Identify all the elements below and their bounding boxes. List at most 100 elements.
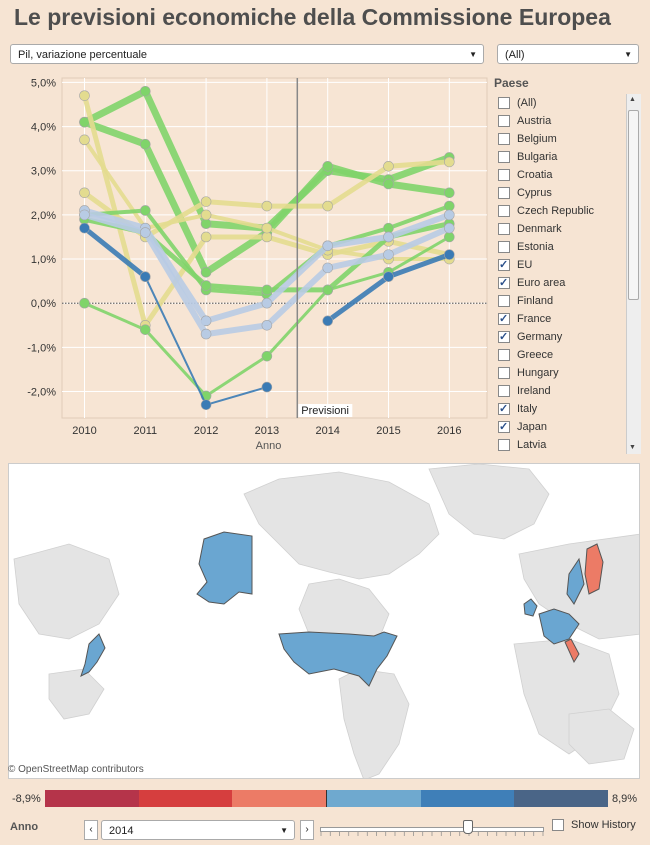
data-point	[444, 249, 455, 260]
paese-checkbox[interactable]	[498, 310, 510, 328]
legend-swatch	[514, 790, 609, 807]
series	[139, 271, 273, 411]
paese-checkbox[interactable]	[498, 400, 510, 418]
paese-item[interactable]: Japan	[498, 418, 547, 436]
paese-item-label: Germany	[517, 331, 563, 343]
data-point	[261, 231, 273, 243]
paese-item[interactable]: Euro area	[498, 274, 565, 292]
data-point	[139, 85, 151, 97]
paese-item[interactable]: Ireland	[498, 382, 551, 400]
paese-item[interactable]: France	[498, 310, 551, 328]
forecast-label-bg	[298, 404, 353, 417]
y-tick-label: 3,0%	[31, 166, 56, 178]
y-tick-label: 5,0%	[31, 77, 56, 89]
paese-item[interactable]: Bulgaria	[498, 148, 557, 166]
paese-item-label: Cyprus	[517, 187, 552, 199]
y-tick-label: 2,0%	[31, 210, 56, 222]
measure-select[interactable]: Pil, variazione percentuale ▼	[10, 44, 484, 64]
paese-checkbox[interactable]	[498, 115, 510, 127]
next-year-button[interactable]: ›	[300, 820, 314, 840]
scroll-down-icon[interactable]: ▼	[629, 444, 636, 451]
world-map[interactable]	[8, 463, 640, 779]
prev-year-button[interactable]: ‹	[84, 820, 98, 840]
paese-item[interactable]: Czech Republic	[498, 202, 594, 220]
legend-min-label: -8,9%	[12, 793, 41, 805]
paese-item[interactable]: Italy	[498, 400, 537, 418]
paese-item[interactable]: Belgium	[498, 130, 557, 148]
paese-item-label: Latvia	[517, 439, 547, 451]
paese-checkbox[interactable]	[498, 418, 510, 436]
paese-item-label: (All)	[517, 97, 537, 109]
paese-checkbox[interactable]	[498, 256, 510, 274]
paese-checkbox[interactable]	[498, 295, 510, 307]
x-tick-label: 2013	[255, 425, 279, 437]
x-tick-label: 2014	[315, 425, 339, 437]
paese-checkbox[interactable]	[498, 367, 510, 379]
legend-swatch	[45, 790, 139, 807]
paese-checkbox[interactable]	[498, 274, 510, 292]
year-slider-ticks	[320, 832, 544, 836]
paese-checkbox[interactable]	[498, 328, 510, 346]
paese-item[interactable]: Greece	[498, 346, 553, 364]
paese-checkbox[interactable]	[498, 187, 510, 199]
paese-item[interactable]: EU	[498, 256, 532, 274]
legend-max-label: 8,9%	[612, 793, 638, 805]
data-point	[322, 284, 334, 296]
year-slider-thumb[interactable]	[462, 820, 473, 834]
year-slider-track[interactable]	[320, 827, 544, 832]
paese-item-label: Hungary	[517, 367, 559, 379]
paese-checkbox[interactable]	[498, 151, 510, 163]
paese-item-label: EU	[517, 259, 533, 271]
paese-checkbox[interactable]	[498, 169, 510, 181]
data-point	[322, 161, 334, 172]
paese-item[interactable]: Estonia	[498, 238, 554, 256]
data-point	[383, 231, 394, 243]
year-select[interactable]: 2014 ▼	[101, 820, 295, 840]
show-history-toggle[interactable]: Show History	[552, 819, 636, 831]
data-point	[200, 399, 212, 411]
data-point	[200, 328, 212, 340]
y-tick-label: 4,0%	[31, 122, 56, 134]
data-point	[79, 90, 90, 101]
paese-item[interactable]: Hungary	[498, 364, 559, 382]
page-title: Le previsioni economiche della Commissio…	[14, 4, 611, 30]
paese-item[interactable]: Croatia	[498, 166, 552, 184]
scroll-thumb[interactable]	[628, 110, 639, 300]
paese-item[interactable]: Latvia	[498, 436, 546, 454]
paese-checkbox[interactable]	[498, 205, 510, 217]
measure-select-value: Pil, variazione percentuale	[18, 49, 148, 61]
y-tick-label: -2,0%	[27, 387, 56, 399]
paese-checkbox[interactable]	[498, 385, 510, 397]
y-tick-label: 1,0%	[31, 254, 56, 266]
paese-item[interactable]: Cyprus	[498, 184, 552, 202]
data-point	[322, 262, 334, 274]
paese-item-label: Belgium	[517, 133, 557, 145]
paese-checkbox[interactable]	[498, 349, 510, 361]
paese-item[interactable]: Germany	[498, 328, 562, 346]
data-point	[139, 324, 151, 335]
data-point	[322, 315, 334, 327]
scroll-up-icon[interactable]: ▲	[629, 96, 636, 103]
paese-item[interactable]: (All)	[498, 94, 537, 112]
country-select[interactable]: (All) ▼	[497, 44, 639, 64]
data-point	[261, 200, 273, 212]
paese-scrollbar[interactable]: ▲ ▼	[626, 94, 641, 454]
show-history-label: Show History	[571, 819, 636, 831]
country-select-value: (All)	[505, 49, 525, 61]
paese-item-label: Ireland	[517, 385, 551, 397]
paese-item-label: Denmark	[517, 223, 562, 235]
show-history-checkbox[interactable]	[552, 819, 564, 831]
paese-checkbox[interactable]	[498, 133, 510, 145]
data-point	[444, 200, 455, 212]
legend-swatch	[138, 790, 233, 807]
paese-item[interactable]: Finland	[498, 292, 553, 310]
paese-checkbox[interactable]	[498, 223, 510, 235]
data-point	[200, 280, 212, 291]
paese-item[interactable]: Austria	[498, 112, 551, 130]
gdp-line-chart: -2,0% -1,0% 0,0% 1,0% 2,0% 3,0% 4,0% 5,0% 2010 20…	[27, 77, 488, 452]
paese-item[interactable]: Denmark	[498, 220, 562, 238]
paese-checkbox[interactable]	[498, 241, 510, 253]
paese-checkbox[interactable]	[498, 439, 510, 451]
paese-checkbox[interactable]	[498, 97, 510, 109]
map-credit: © OpenStreetMap contributors	[8, 764, 144, 775]
